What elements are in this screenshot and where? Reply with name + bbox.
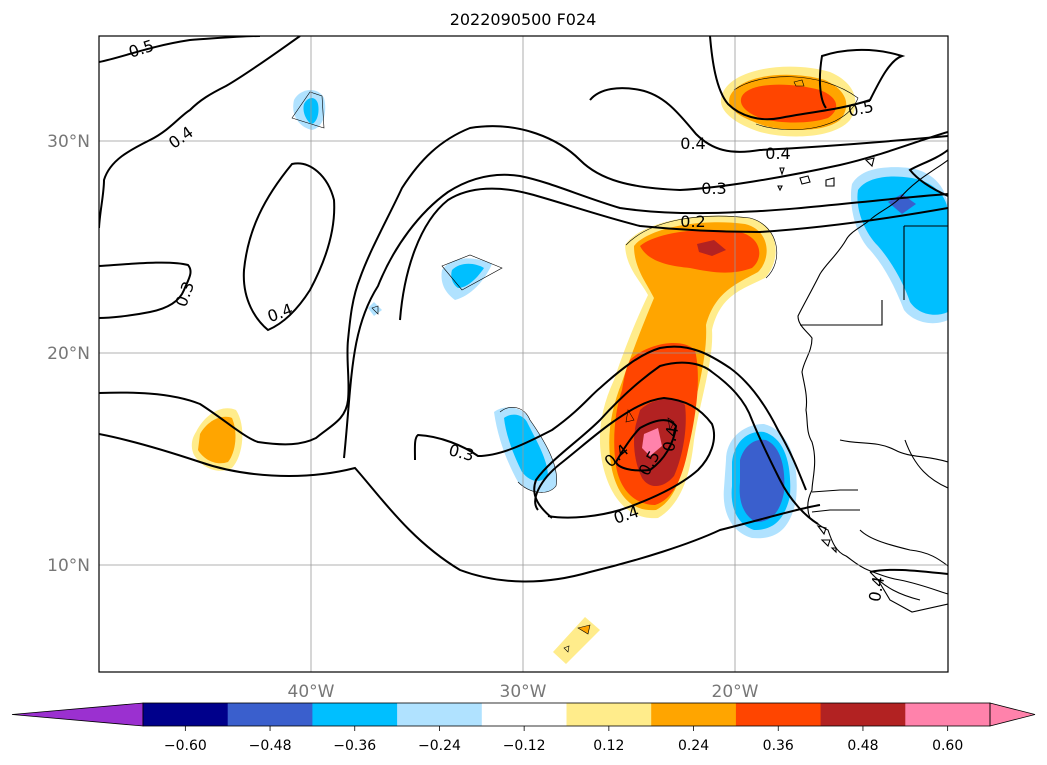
colorbar-tick-label: 0.36 — [763, 738, 794, 754]
colorbar-tick-label: −0.60 — [164, 738, 207, 754]
fill-outlines — [291, 76, 859, 653]
gridlines — [99, 36, 948, 672]
map-title: 2022090500 F024 — [450, 10, 597, 29]
contour-label: 0.4 — [865, 575, 888, 603]
colorbar-block — [143, 703, 229, 726]
colorbar-tick-label: −0.24 — [418, 738, 461, 754]
colorbar-block — [312, 703, 398, 726]
colorbar-tick-label: 0.60 — [932, 738, 963, 754]
colorbar: −0.60 −0.48 −0.36 −0.24 −0.12 0.12 0.24 0.36 0.4… — [11, 702, 1036, 754]
contour-label: 0.3 — [701, 179, 726, 198]
map-area: 0.5 0.4 0.4 0.3 0.4 0.4 0.4 0.3 0.2 0.5 … — [99, 36, 948, 672]
colorbar-block — [481, 703, 567, 726]
colorbar-tick-label: −0.36 — [333, 738, 376, 754]
colorbar-block — [820, 703, 906, 726]
positive-anomaly-fills — [191, 66, 856, 664]
colorbar-extension-high — [989, 702, 1036, 727]
contour-label: 0.5 — [846, 97, 875, 121]
lat-label: 20°N — [47, 344, 90, 364]
colorbar-block — [651, 703, 737, 726]
contour-label: 0.2 — [680, 212, 705, 231]
lon-label: 40°W — [288, 682, 335, 702]
colorbar-extension-low — [11, 702, 144, 727]
lat-label: 30°N — [47, 132, 90, 152]
colorbar-block — [905, 703, 991, 726]
colorbar-block — [397, 703, 483, 726]
contour-label: 0.4 — [765, 144, 790, 163]
contour-label: 0.4 — [680, 134, 705, 153]
lat-label: 10°N — [47, 556, 90, 576]
colorbar-tick-label: 0.12 — [593, 738, 624, 754]
colorbar-tick-label: 0.48 — [847, 738, 878, 754]
colorbar-segments — [11, 702, 1036, 727]
map-frame — [98, 35, 949, 673]
colorbar-block — [227, 703, 313, 726]
colorbar-block — [566, 703, 652, 726]
colorbar-ticks: −0.60 −0.48 −0.36 −0.24 −0.12 0.12 0.24 0.36 0.4… — [164, 726, 963, 754]
colorbar-tick-label: −0.48 — [249, 738, 292, 754]
colorbar-tick-label: −0.12 — [503, 738, 546, 754]
coastlines — [777, 157, 948, 613]
lon-label: 20°W — [712, 682, 759, 702]
contour-lines — [99, 36, 948, 583]
colorbar-block — [735, 703, 822, 726]
colorbar-tick-label: 0.24 — [678, 738, 709, 754]
lon-label: 30°W — [500, 682, 547, 702]
contour-label: 0.4 — [659, 425, 682, 453]
colorbar-outline — [142, 702, 991, 727]
